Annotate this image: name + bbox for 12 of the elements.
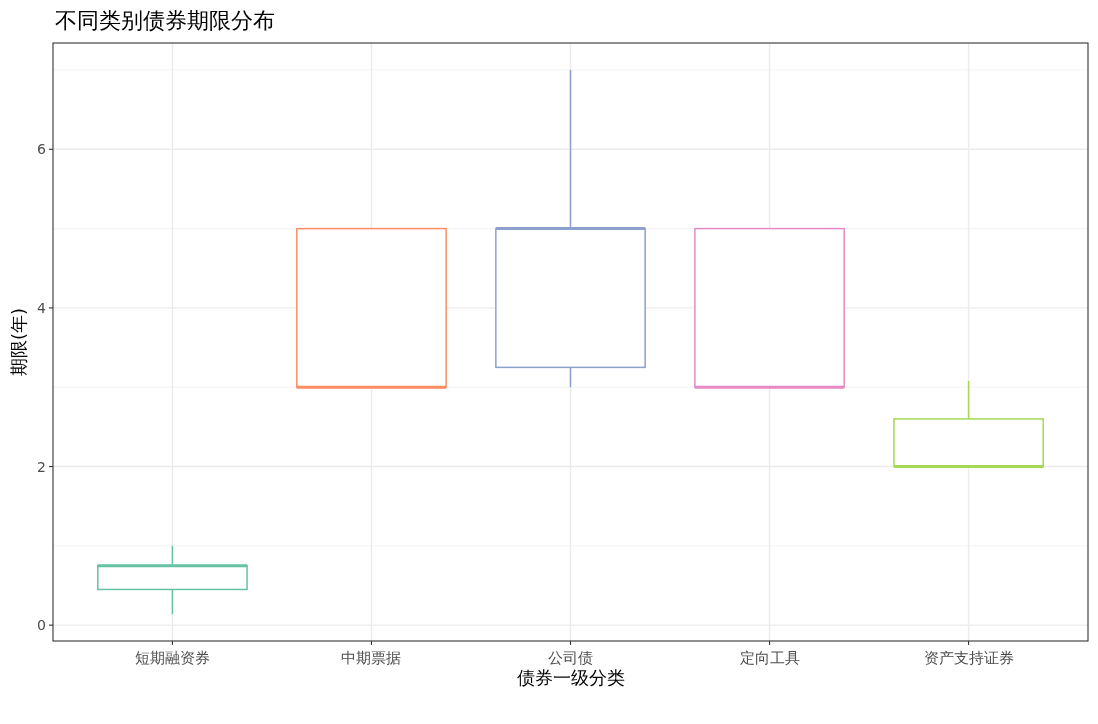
y-tick-label: 2 bbox=[37, 458, 46, 475]
x-tick-label: 定向工具 bbox=[739, 649, 800, 667]
y-tick-label: 4 bbox=[37, 299, 47, 316]
x-tick-label: 资产支持证券 bbox=[923, 649, 1014, 667]
x-tick-label: 中期票据 bbox=[341, 649, 402, 667]
y-tick-label: 6 bbox=[37, 141, 47, 158]
x-tick-label: 短期融资券 bbox=[134, 649, 210, 667]
x-tick-label: 公司债 bbox=[548, 649, 593, 667]
y-tick-label: 0 bbox=[37, 617, 46, 634]
y-axis-title: 期限(年) bbox=[8, 307, 29, 377]
x-axis-title: 债券一级分类 bbox=[516, 667, 625, 688]
chart-title: 不同类别债券期限分布 bbox=[55, 8, 275, 33]
